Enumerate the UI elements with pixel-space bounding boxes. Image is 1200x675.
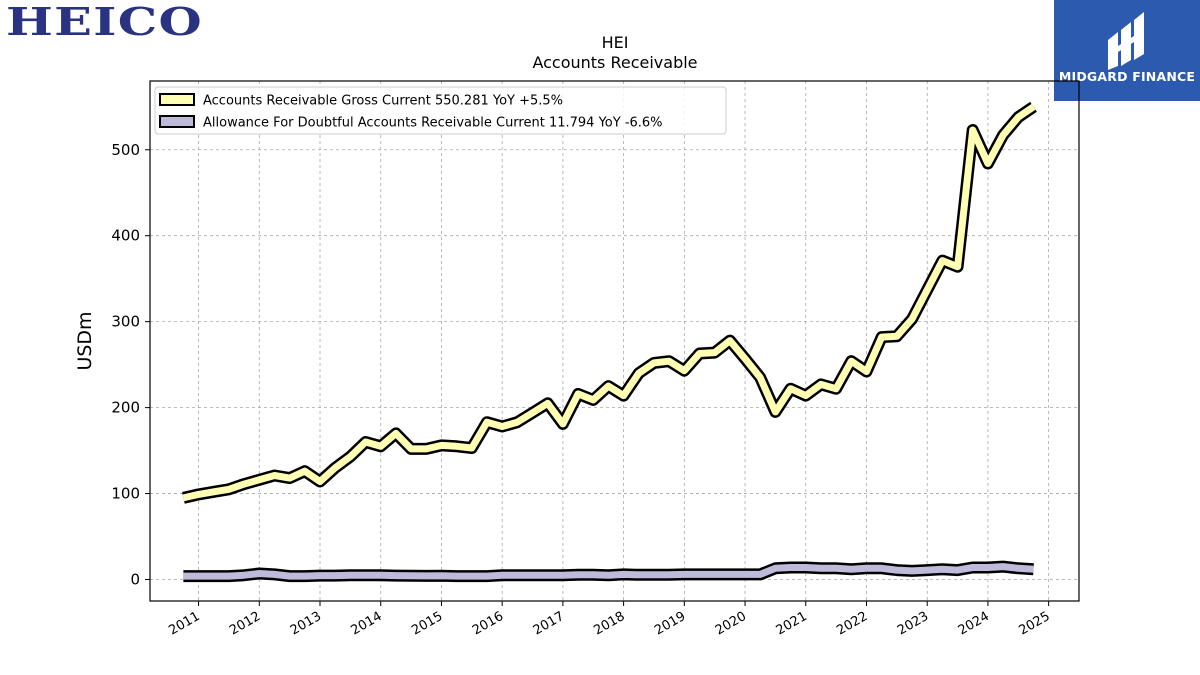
- legend-box: [154, 86, 727, 135]
- x-tick-label: 2020: [713, 609, 749, 639]
- series-outline-0: [182, 101, 1037, 504]
- chart-subtitle: Accounts Receivable: [532, 53, 697, 72]
- x-axis: 2011 2012 2013 2014 2015 2016 2017 2018 2019 2020…: [166, 601, 1053, 639]
- y-tick-label: 200: [111, 399, 140, 417]
- y-tick-label: 0: [130, 571, 140, 589]
- legend-label-accounts-receivable-gross: Accounts Receivable Gross Current 550.28…: [203, 94, 563, 109]
- legend-swatch-accounts-receivable-gross: [159, 93, 195, 106]
- publisher-name: MIDGARD FINANCE: [1058, 69, 1196, 84]
- x-tick-label: 2021: [774, 609, 810, 639]
- legend-swatch-allowance-doubtful-accounts: [159, 115, 195, 128]
- y-axis: 0 100 200 300 400 500: [111, 141, 150, 589]
- plot-frame: [149, 80, 1080, 602]
- x-tick-label: 2019: [652, 609, 688, 639]
- x-tick-label: 2015: [409, 609, 445, 639]
- x-tick-label: 2018: [591, 609, 627, 639]
- x-tick-label: 2025: [1016, 609, 1052, 639]
- series-layer: [182, 101, 1037, 583]
- y-tick-label: 400: [111, 227, 140, 245]
- x-tick-label: 2011: [166, 609, 202, 639]
- legend-label-allowance-doubtful-accounts: Allowance For Doubtful Accounts Receivab…: [203, 116, 663, 131]
- brand-logo-text: HEICO: [6, 4, 203, 38]
- x-tick-label: 2012: [227, 609, 263, 639]
- y-tick-label: 300: [111, 313, 140, 331]
- x-tick-label: 2017: [531, 609, 567, 639]
- y-tick-label: 100: [111, 485, 140, 503]
- legend: Accounts Receivable Gross Current 550.28…: [154, 86, 727, 135]
- y-tick-label: 500: [111, 141, 140, 159]
- y-axis-label: USDm: [74, 311, 96, 370]
- x-tick-label: 2022: [834, 609, 870, 639]
- grid: [150, 81, 1079, 601]
- brand-logo: HEICO: [6, 4, 203, 38]
- x-tick-label: 2013: [288, 609, 324, 639]
- x-tick-label: 2024: [956, 609, 992, 639]
- publisher-logo: MIDGARD FINANCE: [1054, 0, 1200, 101]
- series-line-0: [182, 103, 1036, 502]
- x-tick-label: 2016: [470, 609, 506, 639]
- series-line-1: [183, 563, 1034, 580]
- x-tick-label: 2014: [349, 609, 385, 639]
- publisher-mark-icon: [1108, 12, 1144, 70]
- chart-title: HEI: [602, 33, 629, 52]
- x-tick-label: 2023: [895, 609, 931, 639]
